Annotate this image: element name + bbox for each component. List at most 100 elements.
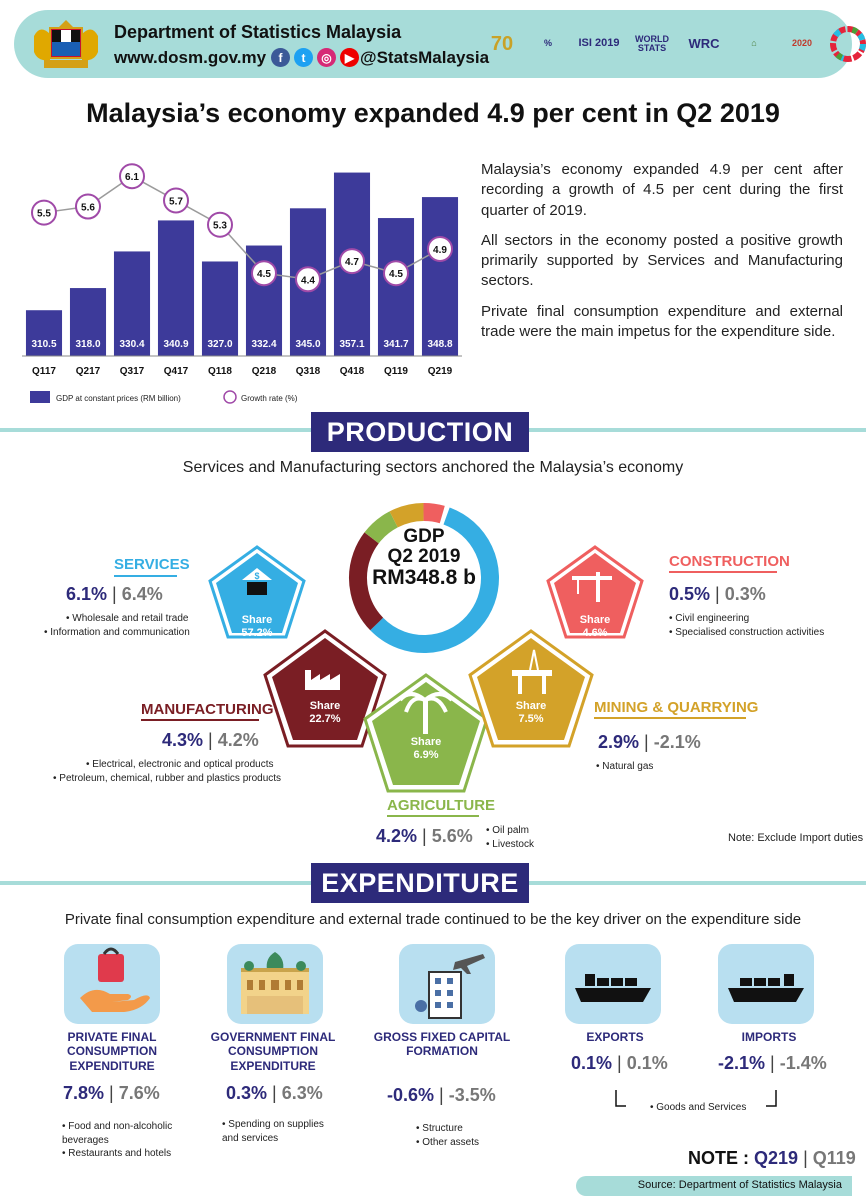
previous-rate: -3.5% [448, 1085, 496, 1105]
gdp-label: GDP [403, 526, 445, 547]
growth-point-label: 4.5 [389, 269, 403, 280]
list-item-text: Restaurants and hotels [68, 1148, 172, 1159]
social-handle[interactable]: @StatsMalaysia [360, 48, 490, 67]
share-label: Share [515, 700, 547, 712]
current-rate: -0.6% [387, 1085, 435, 1105]
previous-rate: 4.2% [217, 730, 259, 750]
page-title: Malaysia’s economy expanded 4.9 per cent… [86, 98, 780, 128]
share-value: 6.9% [413, 749, 439, 762]
intro-paragraph: Malaysia’s economy expanded 4.9 per cent… [481, 161, 843, 219]
gdp-bar [421, 197, 459, 356]
gdp-donut-icon [349, 503, 499, 653]
current-rate: 2.9% [598, 732, 640, 752]
cargo-ship-icon [575, 974, 651, 1002]
list-item-text: Specialised construction activities [675, 626, 825, 638]
previous-rate: -1.4% [779, 1053, 827, 1073]
list-item-text: Food and non-alcoholic beverages [62, 1121, 173, 1146]
services-title: SERVICES [114, 556, 190, 573]
buildings-plane-icon [415, 954, 485, 1019]
mining-list: • Natural gas [596, 760, 653, 774]
mining-underline [594, 717, 746, 719]
rate-separator: | [798, 1148, 813, 1168]
sdg-wheel-icon [830, 26, 866, 62]
list-item: • Oil palm [486, 825, 529, 836]
list-item: • Natural gas [596, 761, 654, 772]
list-item-text: Spending on supplies and services [222, 1119, 324, 1144]
growth-point [207, 211, 233, 238]
facebook-icon[interactable]: f [271, 48, 290, 67]
previous-rate: 6.3% [281, 1083, 323, 1103]
gdp-summary: GDP Q2 2019 RM348.8 b [364, 527, 484, 589]
gfcf-details: • Structure • Other assets [416, 1122, 479, 1149]
current-rate: 6.1% [66, 584, 108, 604]
list-item: • Food and non-alcoholic beverages [62, 1121, 173, 1146]
list-item: • Civil engineering [669, 613, 750, 624]
mining-pentagon [468, 629, 594, 748]
list-item: • Spending on supplies and services [222, 1119, 324, 1144]
current-period: Q219 [754, 1148, 799, 1168]
production-note: Note: Exclude Import duties [728, 832, 864, 844]
x-tick-label: Q417 [164, 366, 189, 377]
rate-separator: | [107, 584, 122, 604]
growth-line [43, 175, 441, 281]
gdp-bar-label: 345.0 [295, 339, 320, 350]
list-item-text: Information and communication [50, 626, 190, 638]
previous-rate: 0.1% [626, 1053, 668, 1073]
gdp-bar [113, 251, 151, 356]
gdp-bar [377, 218, 415, 356]
shopping-bag-hand-icon [80, 947, 150, 1012]
previous-rate: 0.3% [724, 584, 766, 604]
consumption-icon-tile [64, 944, 160, 1024]
services-underline [114, 575, 177, 577]
previous-rate: 6.4% [121, 584, 163, 604]
agriculture-pentagon [363, 673, 489, 793]
share-label: Share [309, 700, 341, 712]
header-banner: Department of Statistics Malaysia www.do… [14, 10, 866, 78]
mining-title: MINING & QUARRYING [594, 699, 759, 716]
construction-underline [669, 571, 777, 573]
growth-point [31, 199, 57, 226]
youtube-icon[interactable]: ▶ [340, 48, 359, 67]
gdp-bar-label: 318.0 [75, 339, 100, 350]
gdp-bar-label: 332.4 [251, 339, 276, 350]
share-label: Share [241, 614, 273, 626]
x-tick-label: Q317 [120, 366, 145, 377]
government-building-icon [241, 952, 309, 1014]
x-tick-label: Q119 [384, 366, 408, 377]
list-item: • Petroleum, chemical, rubber and plasti… [53, 772, 282, 784]
svg-text:$: $ [254, 571, 259, 581]
list-item: • Structure [416, 1123, 463, 1134]
gdp-bar [69, 288, 107, 356]
agriculture-list: • Oil palm • Livestock [486, 824, 534, 851]
gdp-bar-label: 327.0 [207, 339, 232, 350]
list-item-text: Structure [422, 1123, 463, 1134]
manufacturing-share: Share 22.7% [300, 700, 350, 726]
government-icon-tile [227, 944, 323, 1024]
trade-details: • Goods and Services [650, 1101, 746, 1115]
x-tick-label: Q217 [76, 366, 101, 377]
instagram-icon[interactable]: ◎ [317, 48, 336, 67]
consumption-title: PRIVATE FINAL CONSUMPTION EXPENDITURE [67, 1030, 157, 1073]
census-logo: 2020 [791, 38, 813, 49]
gdp-bar-label: 357.1 [339, 339, 364, 350]
gdp-bar-label: 310.5 [31, 339, 56, 350]
list-item-text: Goods and Services [656, 1102, 747, 1113]
growth-point [163, 187, 189, 214]
website-link[interactable]: www.dosm.gov.my [114, 48, 267, 67]
cargo-ship-icon [728, 974, 804, 1002]
exports-rate: 0.1% | 0.1% [571, 1053, 668, 1074]
production-banner: PRODUCTION [311, 412, 529, 452]
exports-title: EXPORTS [586, 1030, 644, 1044]
gfcf-rate: -0.6% | -3.5% [387, 1085, 496, 1106]
agriculture-rate: 4.2% | 5.6% [376, 826, 473, 847]
share-label: Share [410, 736, 442, 748]
twitter-icon[interactable]: t [294, 48, 313, 67]
gdp-bar-label: 330.4 [119, 339, 144, 350]
list-item-text: Livestock [492, 838, 534, 850]
growth-point [339, 248, 365, 275]
mining-rate: 2.9% | -2.1% [598, 732, 701, 753]
capital-formation-icon-tile [399, 944, 495, 1024]
x-tick-label: Q117 [32, 366, 56, 377]
rate-separator: | [765, 1053, 780, 1073]
trade-bracket [615, 1090, 777, 1107]
